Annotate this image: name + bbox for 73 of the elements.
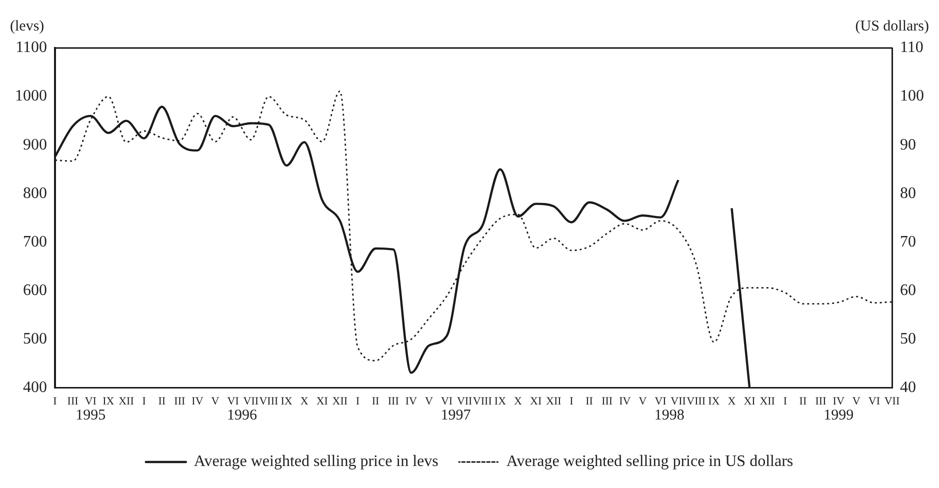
y-tick-label: 500 bbox=[23, 330, 47, 348]
x-tick-label: VI bbox=[440, 395, 453, 408]
x-tick-label: VII bbox=[884, 395, 900, 408]
y2-tick-label: 60 bbox=[900, 282, 916, 299]
text: 1995 bbox=[76, 407, 106, 424]
y2-tick-label: 70 bbox=[900, 233, 916, 250]
x-tick-label: II bbox=[158, 395, 166, 408]
x-tick-label: V bbox=[852, 395, 860, 408]
y-tick-label: 600 bbox=[23, 282, 47, 299]
x-tick-label: VI bbox=[84, 395, 97, 408]
x-tick-label: XI bbox=[316, 395, 328, 408]
x-tick-label: X bbox=[300, 395, 308, 408]
x-tick-label: VII bbox=[456, 395, 473, 408]
x-tick-label: VI bbox=[227, 395, 240, 408]
x-tick-label: V bbox=[638, 395, 647, 408]
x-tick-label: IV bbox=[832, 395, 844, 408]
x-tick-label: V bbox=[425, 395, 433, 408]
text: 1998 bbox=[654, 407, 684, 424]
text: 1996 bbox=[226, 407, 258, 424]
x-tick-label: IV bbox=[405, 395, 418, 408]
x-tick-label: II bbox=[586, 395, 594, 408]
y-tick-label: 900 bbox=[23, 136, 47, 154]
y2-axis-title: (US dollars) bbox=[855, 18, 929, 34]
x-tick-label: XII bbox=[118, 395, 134, 408]
x-tick-label: X bbox=[514, 395, 522, 408]
x-tick-label: II bbox=[372, 395, 380, 408]
x-tick-label: VI bbox=[654, 395, 667, 408]
x-tick-label: IX bbox=[102, 395, 114, 408]
x-tick-label: VIII bbox=[472, 395, 492, 408]
x-tick-label: VII bbox=[243, 395, 259, 408]
y2-tick-label: 110 bbox=[900, 39, 924, 56]
x-tick-label: XII bbox=[546, 395, 562, 408]
x-tick-label: XI bbox=[530, 395, 542, 408]
x-tick-label: III bbox=[174, 395, 186, 408]
x-tick-label: VII bbox=[670, 395, 686, 408]
text: 1999 bbox=[824, 407, 854, 424]
x-tick-label: I bbox=[142, 395, 146, 408]
x-tick-label: IX bbox=[708, 395, 720, 408]
x-tick-label: XI bbox=[744, 395, 756, 408]
x-tick-label: IV bbox=[192, 395, 204, 408]
x-tick-label: V bbox=[211, 395, 220, 408]
x-tick-label: IV bbox=[619, 395, 631, 408]
x-tick-label: III bbox=[602, 395, 613, 408]
y2-tick-label: 40 bbox=[900, 379, 916, 396]
x-tick-label: IX bbox=[280, 395, 292, 408]
x-tick-label: I bbox=[783, 395, 788, 408]
legend-label: Average weighted selling price in US dollars bbox=[506, 453, 794, 470]
x-tick-label: I bbox=[356, 395, 360, 408]
x-tick-label: X bbox=[728, 395, 736, 408]
y-tick-label: 800 bbox=[23, 184, 47, 202]
y2-tick-label: 50 bbox=[900, 330, 916, 348]
x-tick-label: II bbox=[799, 395, 807, 408]
legend-label: Average weighted selling price in levs bbox=[194, 453, 438, 470]
x-tick-label: I bbox=[570, 395, 574, 408]
text: 1997 bbox=[440, 407, 472, 424]
x-tick-label: XII bbox=[760, 395, 776, 408]
x-tick-label: I bbox=[53, 395, 58, 408]
x-tick-label: III bbox=[815, 395, 827, 408]
x-tick-label: VI bbox=[868, 395, 880, 408]
x-tick-label: III bbox=[388, 395, 400, 408]
y2-tick-label: 100 bbox=[900, 88, 924, 105]
x-tick-label: III bbox=[67, 395, 79, 408]
x-tick-label: VIII bbox=[259, 395, 279, 408]
y-tick-label: 1000 bbox=[15, 88, 47, 105]
x-tick-label: XII bbox=[332, 395, 348, 408]
y2-tick-label: 80 bbox=[900, 184, 916, 202]
y-tick-label: 400 bbox=[23, 379, 47, 396]
y-axis-title: (levs) bbox=[10, 18, 44, 34]
y-tick-label: 700 bbox=[23, 233, 47, 250]
x-tick-label: IX bbox=[494, 395, 506, 408]
y2-tick-label: 90 bbox=[900, 136, 916, 154]
x-tick-label: VIII bbox=[686, 395, 706, 408]
y-tick-label: 1100 bbox=[16, 39, 47, 56]
